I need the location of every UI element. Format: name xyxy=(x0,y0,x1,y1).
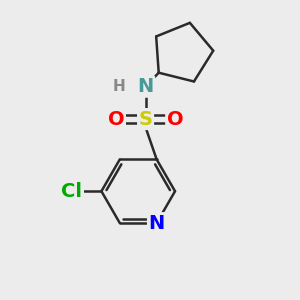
Text: O: O xyxy=(108,110,124,129)
Text: N: N xyxy=(148,214,165,232)
Text: N: N xyxy=(137,77,154,96)
Text: O: O xyxy=(167,110,183,129)
Text: S: S xyxy=(139,110,153,129)
Text: Cl: Cl xyxy=(61,182,82,201)
Text: H: H xyxy=(113,79,125,94)
